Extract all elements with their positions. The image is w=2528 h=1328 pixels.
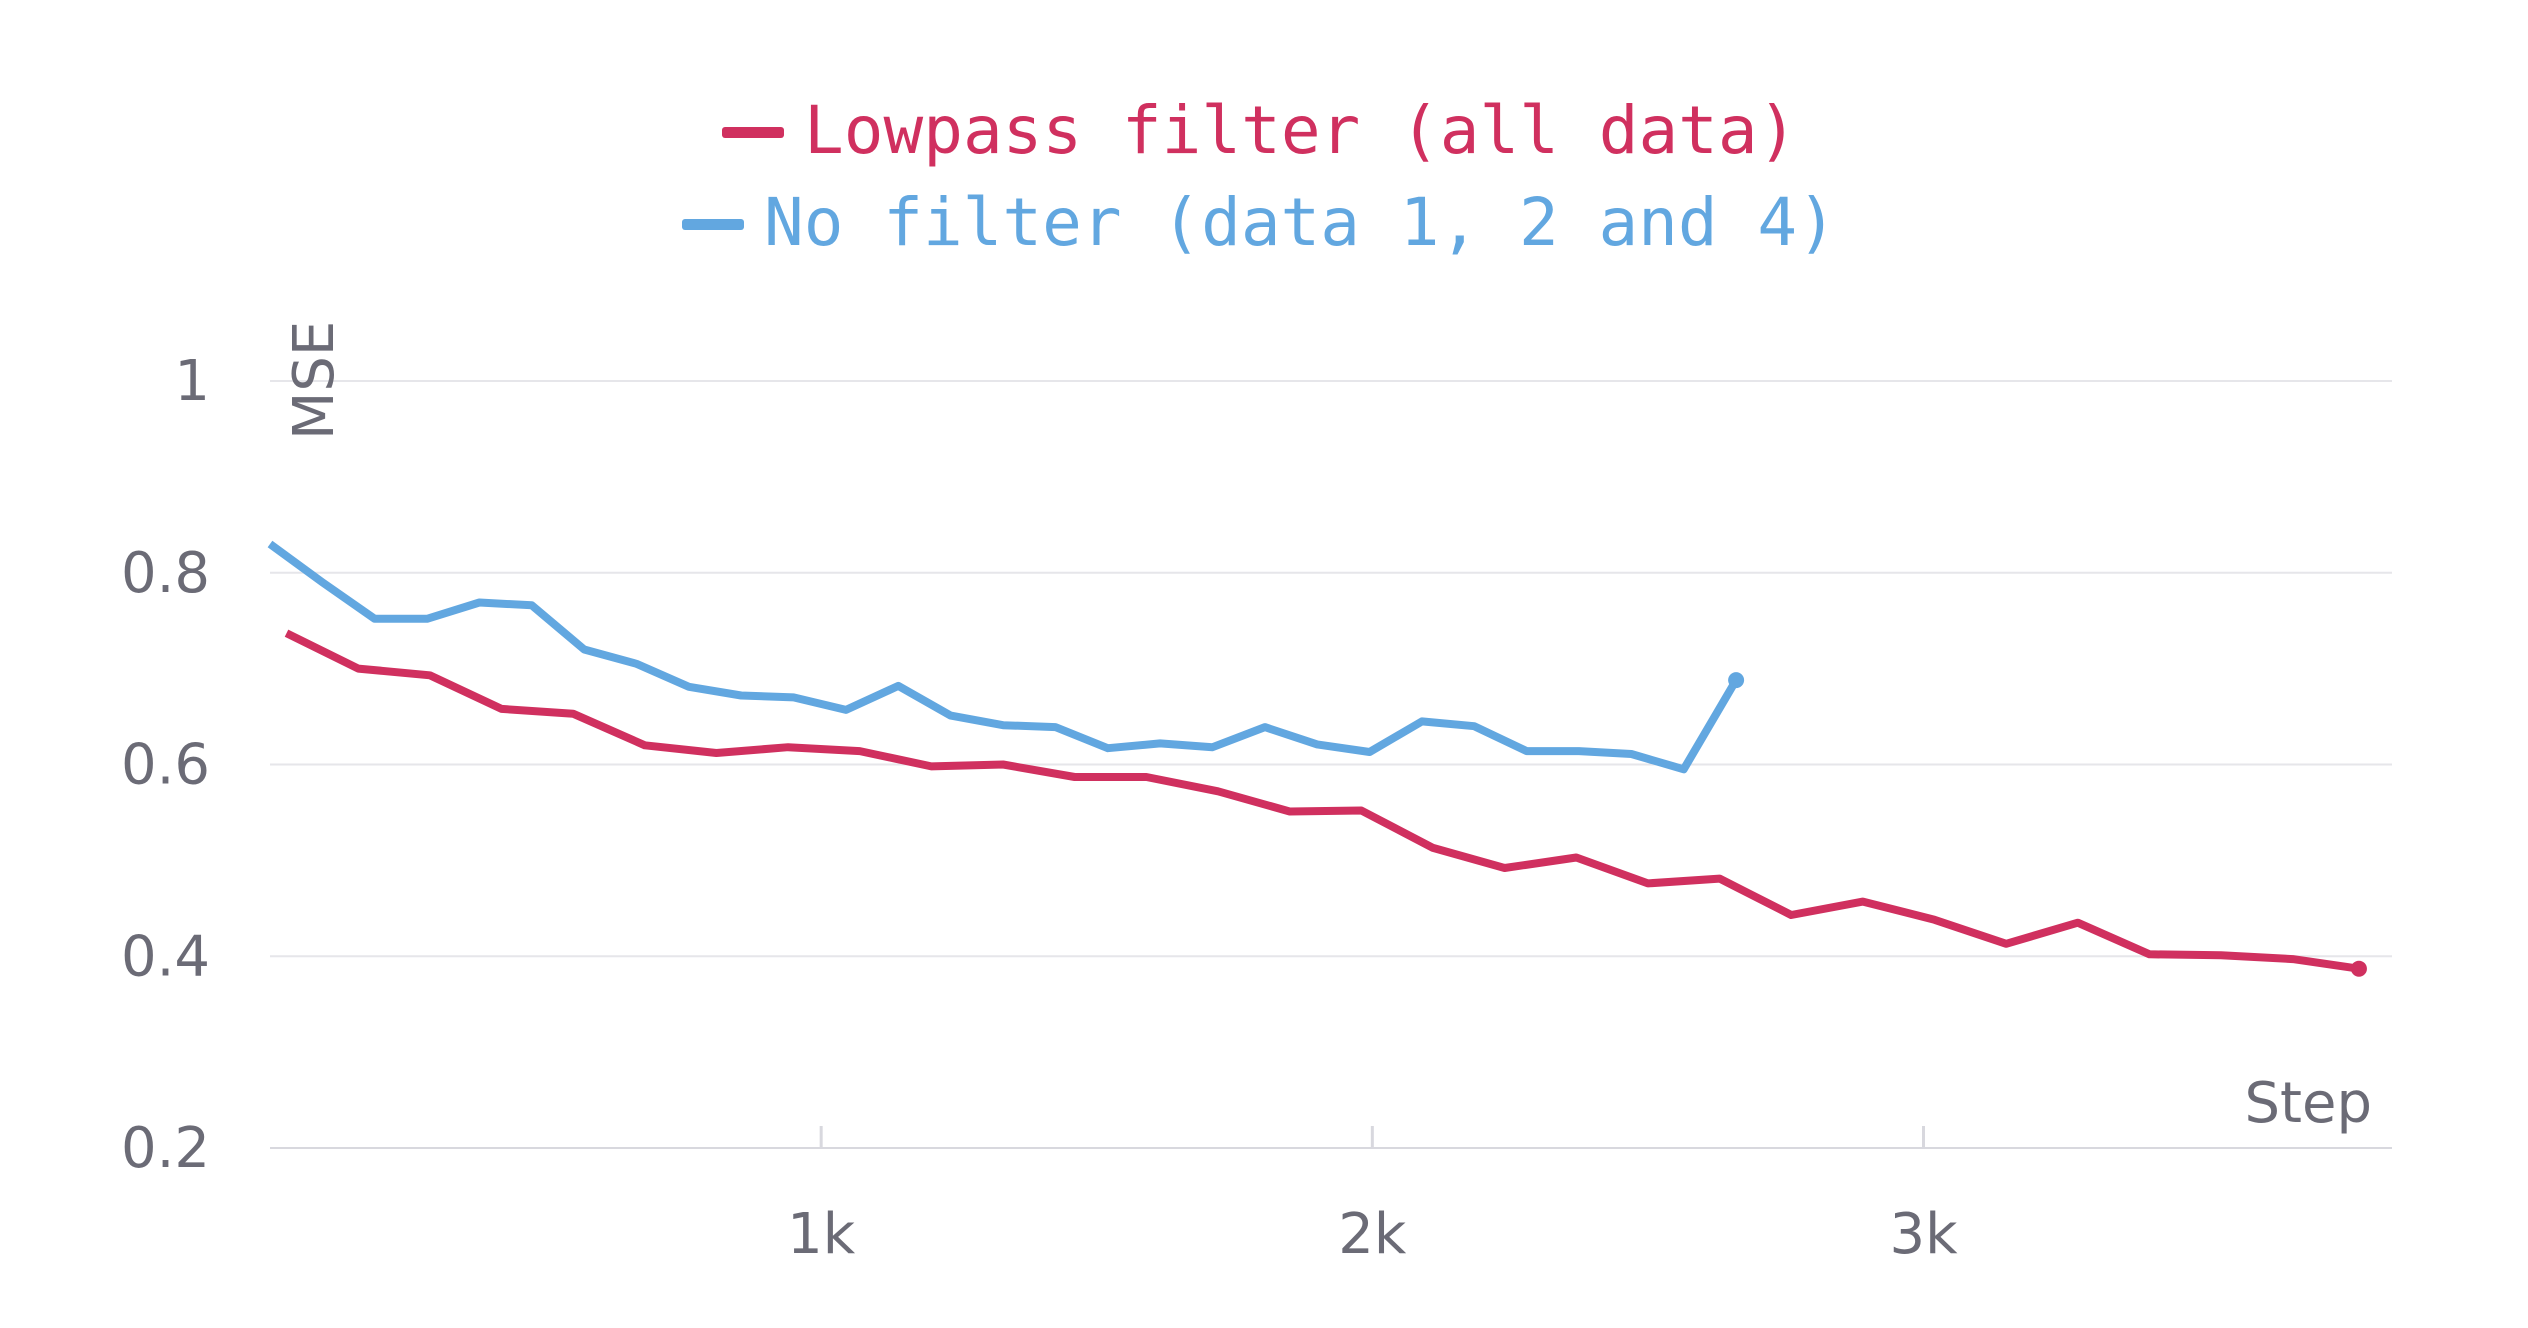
series-line-1 (284, 629, 2360, 973)
series-end-point-2 (1728, 672, 1745, 689)
y-tick-label: 0.4 (121, 924, 210, 989)
plot-area (267, 540, 2367, 977)
y-tick-label: 1 (174, 349, 210, 414)
legend-swatch-2 (682, 219, 744, 230)
series-end-point-1 (2350, 960, 2367, 977)
y-tick-label: 0.6 (121, 733, 210, 798)
legend-label-2: No filter (data 1, 2 and 4) (764, 184, 1837, 261)
legend-swatch-1 (722, 127, 784, 138)
legend: Lowpass filter (all data) No filter (data… (682, 92, 1837, 261)
y-axis-label: MSE (282, 321, 347, 440)
grid (270, 380, 2392, 1149)
x-axis: 1k 2k 3k (787, 1126, 1958, 1267)
y-tick-label: 0.2 (121, 1116, 210, 1181)
y-tick-label: 0.8 (121, 541, 210, 606)
series-line-2 (267, 540, 1740, 774)
x-tick-label: 2k (1338, 1202, 1407, 1267)
x-tick-label: 1k (787, 1202, 856, 1267)
legend-label-1: Lowpass filter (all data) (804, 92, 1797, 169)
y-axis: 0.2 0.4 0.6 0.8 1 (121, 349, 210, 1181)
x-axis-label: Step (2244, 1071, 2372, 1136)
x-tick-label: 3k (1889, 1202, 1958, 1267)
